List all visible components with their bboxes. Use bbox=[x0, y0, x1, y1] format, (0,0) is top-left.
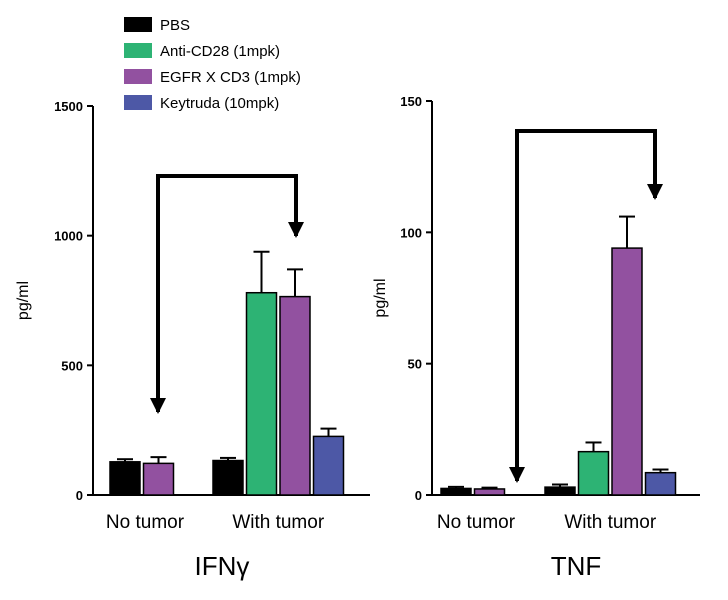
category-label-0: No tumor bbox=[106, 512, 185, 533]
annotation-arrowhead-1 bbox=[288, 222, 304, 238]
category-label-1: With tumor bbox=[232, 512, 325, 533]
y-tick-label-0: 0 bbox=[415, 488, 422, 503]
chart-title: TNF bbox=[551, 551, 602, 581]
legend-swatch-0 bbox=[124, 17, 152, 32]
annotation-arrowhead-0 bbox=[509, 467, 525, 483]
y-tick-label-1: 50 bbox=[408, 357, 422, 372]
chart-panel-ifng: 0 500 1000 1500 pg/ml No tumor With tumor IFNγ bbox=[15, 99, 370, 581]
legend-label-3: Keytruda (10mpk) bbox=[160, 95, 279, 112]
legend-swatch-1 bbox=[124, 43, 152, 58]
bar-1-0-2 bbox=[473, 488, 506, 496]
bar-1-1-0 bbox=[544, 486, 576, 496]
annotation-arrow-line bbox=[515, 129, 657, 481]
y-tick-label-3: 1500 bbox=[54, 99, 83, 114]
bar-1-1-2 bbox=[611, 247, 643, 496]
bar-0-0-0 bbox=[109, 461, 141, 496]
y-tick-label-1: 500 bbox=[61, 358, 83, 373]
y-tick-label-0: 0 bbox=[76, 488, 83, 503]
y-axis-label: pg/ml bbox=[372, 278, 389, 317]
bar-1-0-0 bbox=[440, 487, 472, 496]
annotation-arrowhead-0 bbox=[150, 398, 166, 414]
chart-title: IFNγ bbox=[195, 551, 250, 581]
legend-label-1: Anti-CD28 (1mpk) bbox=[160, 43, 280, 60]
y-tick-label-2: 100 bbox=[400, 225, 422, 240]
bar-0-1-0 bbox=[212, 459, 244, 496]
legend-swatch-2 bbox=[124, 69, 152, 84]
legend-label-2: EGFR X CD3 (1mpk) bbox=[160, 69, 301, 86]
bar-0-1-2 bbox=[279, 295, 311, 496]
y-tick-label-3: 150 bbox=[400, 94, 422, 109]
category-label-0: No tumor bbox=[437, 512, 516, 533]
y-axis-label: pg/ml bbox=[15, 281, 32, 320]
annotation-arrowhead-1 bbox=[647, 184, 663, 200]
bar-0-0-2 bbox=[142, 462, 175, 496]
bar-0-1-1 bbox=[245, 291, 278, 496]
legend-label-0: PBS bbox=[160, 17, 190, 34]
bar-1-1-3 bbox=[644, 471, 677, 496]
bar-1-1-1 bbox=[577, 450, 610, 496]
category-label-1: With tumor bbox=[564, 512, 657, 533]
chart-panel-tnf: 0 50 100 150 pg/ml No tumor With tumor TNF bbox=[372, 94, 700, 581]
legend-swatch-3 bbox=[124, 95, 152, 110]
bar-0-1-3 bbox=[312, 435, 345, 496]
annotation-arrow-line bbox=[156, 174, 298, 412]
legend: PBS Anti-CD28 (1mpk) EGFR X CD3 (1mpk) Keyt… bbox=[124, 17, 301, 112]
y-tick-label-2: 1000 bbox=[54, 229, 83, 244]
